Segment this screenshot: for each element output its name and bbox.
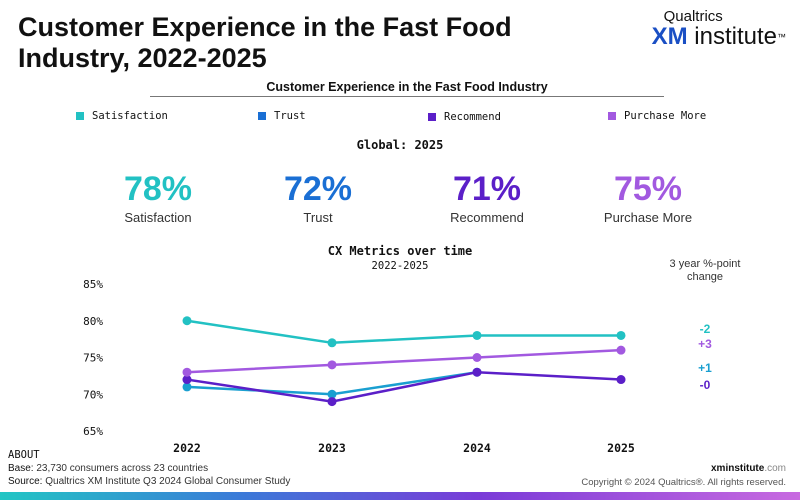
x-tick-label: 2024 [463,441,491,455]
base-text: 23,730 consumers across 23 countries [36,463,209,474]
gradient-bottom-bar [0,492,800,500]
data-point-purchase-more [182,367,192,377]
data-point-recommend [616,375,626,385]
data-point-trust [182,382,192,392]
data-point-trust [327,389,337,399]
x-tick-label: 2022 [173,441,201,455]
kpi-satisfaction: 78% Satisfaction [78,170,238,225]
data-point-recommend [472,367,482,377]
legend-item-purchase-more: Purchase More [608,110,706,122]
legend-label-satisfaction: Satisfaction [92,110,168,122]
legend-label-purchase-more: Purchase More [624,110,707,122]
chart-title: CX Metrics over time [327,244,473,258]
kpi-recommend: 71% Recommend [407,170,567,225]
legend-swatch-satisfaction [76,112,84,120]
footer-source: Source: Qualtrics XM Institute Q3 2024 G… [8,476,290,487]
legend-label-recommend: Recommend [444,111,501,123]
series-line-purchase-more [186,348,622,374]
page-title: Customer Experience in the Fast Food Ind… [18,12,512,73]
series-line-satisfaction [186,319,621,345]
legend-swatch-trust [258,112,266,120]
logo-qualtrics-text: Qualtrics [663,8,723,25]
legend-swatch-purchase-more [608,112,616,120]
change-label-satisfaction: -2 [700,322,711,336]
copyright: Copyright © 2024 Qualtrics®. All rights … [581,477,786,488]
xm-institute-logo: Qualtrics XM institute™ [652,8,786,49]
kpi-label-purchase-more: Purchase More [603,210,693,225]
site-domain: .com [764,463,786,474]
about-heading: ABOUT [8,449,40,461]
kpi-purchase-more: 75% Purchase More [568,170,728,225]
chart-section-subtitle: Customer Experience in the Fast Food Ind… [150,80,664,97]
source-label: Source: [8,476,43,487]
kpi-value-purchase-more: 75% [613,170,683,208]
site-name: xminstitute [710,463,765,474]
data-point-satisfaction [327,338,337,348]
change-column-title: 3 year %-point change [669,258,741,283]
data-point-recommend [327,397,337,407]
base-label: Base: [8,463,34,474]
y-tick-label: 80% [83,315,103,328]
data-point-recommend [182,375,192,385]
kpi-trust: 72% Trust [238,170,398,225]
data-point-purchase-more [472,353,482,362]
data-point-satisfaction [472,330,482,340]
kpi-value-trust: 72% [283,170,353,208]
data-point-satisfaction [182,316,192,326]
y-tick-label: 75% [83,352,103,365]
logo-main-text: XM institute™ [652,25,786,49]
y-tick-label: 70% [83,388,103,401]
logo-institute: institute [694,23,777,50]
series-line-recommend [186,370,622,403]
legend-label-trust: Trust [274,110,306,122]
x-tick-label: 2025 [607,441,635,455]
chart-subtitle: 2022-2025 [371,260,429,272]
change-label-trust: +1 [698,361,712,375]
global-2025-heading: Global: 2025 [356,138,444,152]
site-link[interactable]: xminstitute.com [711,463,786,474]
kpi-label-satisfaction: Satisfaction [124,210,192,225]
logo-xm: XM [651,23,688,50]
legend-swatch-recommend [428,113,436,121]
kpi-value-recommend: 71% [452,170,522,208]
kpi-label-recommend: Recommend [450,210,524,225]
legend-item-satisfaction: Satisfaction [76,110,168,122]
source-text: Qualtrics XM Institute Q3 2024 Global Co… [45,476,291,487]
legend-item-trust: Trust [258,110,306,122]
footer-base: Base: 23,730 consumers across 23 countri… [8,463,208,474]
logo-trademark: ™ [777,32,786,42]
kpi-label-trust: Trust [303,210,333,225]
change-label-recommend: -0 [700,378,711,392]
data-point-purchase-more [327,360,337,370]
x-tick-label: 2023 [318,441,346,455]
legend: Satisfaction Trust Recommend Purchase Mo… [0,110,800,126]
kpi-value-satisfaction: 78% [123,170,193,208]
y-tick-label: 65% [83,425,103,438]
data-point-satisfaction [616,330,626,340]
data-point-purchase-more [616,345,626,355]
legend-item-recommend: Recommend [428,111,501,123]
change-label-purchase-more: +3 [698,337,712,351]
y-tick-label: 85% [83,278,103,291]
